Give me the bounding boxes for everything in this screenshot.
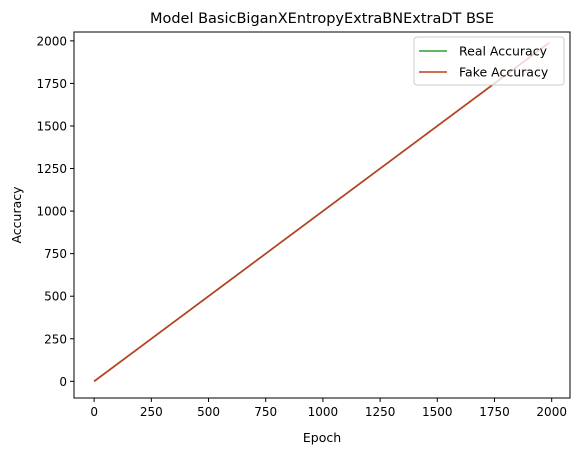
x-tick-label: 1500: [422, 405, 453, 419]
x-tick-label: 2000: [536, 405, 567, 419]
y-tick-label: 750: [44, 247, 67, 261]
x-tick-label: 500: [197, 405, 220, 419]
series-layer: [93, 41, 550, 382]
y-axis: 0 250 500 750 1000 1250 1500 1750 2000: [36, 34, 74, 389]
y-tick-label: 1000: [36, 205, 67, 219]
legend-label-1: Fake Accuracy: [459, 65, 549, 80]
legend-label-0: Real Accuracy: [459, 44, 548, 59]
y-tick-label: 1250: [36, 162, 67, 176]
y-tick-label: 1750: [36, 77, 67, 91]
plot-area: [73, 31, 571, 399]
x-axis: 0 250 500 750 1000 1250 1500 1750 2000: [90, 398, 567, 419]
x-axis-label: Epoch: [303, 430, 341, 445]
x-tick-label: 1750: [479, 405, 510, 419]
y-tick-label: 1500: [36, 119, 67, 133]
x-tick-label: 750: [254, 405, 277, 419]
chart-title: Model BasicBiganXEntropyExtraBNExtraDT B…: [150, 11, 494, 27]
y-axis-label: Accuracy: [9, 186, 24, 244]
plot-frame: [73, 31, 571, 399]
y-tick-label: 500: [44, 290, 67, 304]
y-tick-label: 0: [59, 375, 67, 389]
x-tick-label: 1000: [308, 405, 339, 419]
series-line-1: [93, 41, 550, 382]
x-tick-label: 250: [140, 405, 163, 419]
legend: Real Accuracy Fake Accuracy: [413, 36, 565, 86]
x-tick-label: 1250: [365, 405, 396, 419]
x-tick-label: 0: [90, 405, 98, 419]
y-tick-label: 2000: [36, 34, 67, 48]
y-tick-label: 250: [44, 332, 67, 346]
legend-box: [413, 36, 565, 86]
